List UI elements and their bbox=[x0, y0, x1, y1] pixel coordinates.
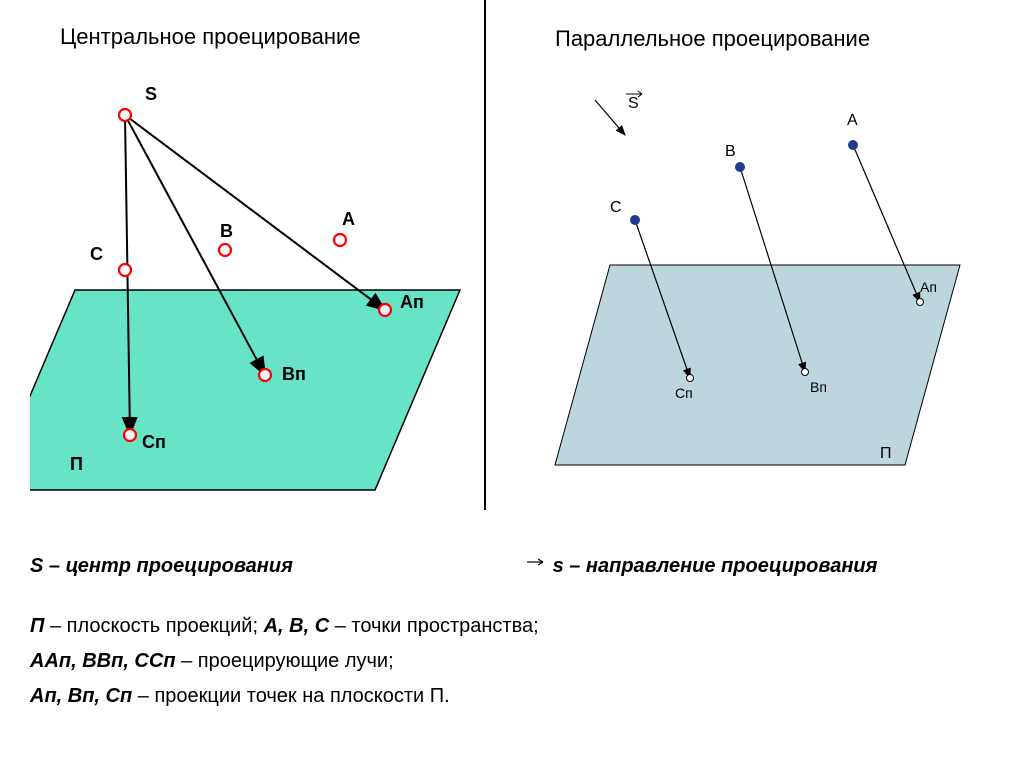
left-title: Центральное проецирование bbox=[60, 24, 361, 50]
right-caption-text: s – направление проецирования bbox=[553, 555, 878, 577]
page-root: Центральное проецирование Параллельное п… bbox=[0, 0, 1024, 768]
right-caption: s – направление проецирования bbox=[525, 555, 877, 578]
svg-text:П: П bbox=[70, 454, 83, 474]
left-panel: П S A B C Ап Вп Сп bbox=[30, 70, 480, 510]
left-caption: S – центр проецирования bbox=[30, 555, 293, 578]
right-title: Параллельное проецирование bbox=[555, 26, 870, 52]
svg-text:C: C bbox=[610, 199, 622, 216]
svg-text:S: S bbox=[628, 95, 639, 112]
svg-text:Вп: Вп bbox=[282, 364, 306, 384]
svg-text:Вп: Вп bbox=[810, 379, 827, 395]
left-diagram: П S A B C Ап Вп Сп bbox=[30, 70, 480, 510]
svg-text:Ап: Ап bbox=[920, 279, 937, 295]
right-panel: П S A B C Ап Вп Сп bbox=[520, 70, 990, 510]
legend-line-1: П – плоскость проекций; А, В, С – точки … bbox=[30, 615, 539, 638]
svg-text:B: B bbox=[725, 143, 736, 160]
svg-text:П: П bbox=[880, 445, 892, 462]
left-caption-symbol: S – центр проецирования bbox=[30, 555, 293, 577]
svg-text:A: A bbox=[847, 112, 858, 129]
svg-text:A: A bbox=[342, 209, 355, 229]
legend-line-3: Ап, Вп, Сп – проекции точек на плоскости… bbox=[30, 685, 450, 708]
svg-text:S: S bbox=[145, 84, 157, 104]
svg-text:Сп: Сп bbox=[142, 432, 166, 452]
svg-text:Сп: Сп bbox=[675, 385, 693, 401]
svg-text:C: C bbox=[90, 244, 103, 264]
s-vector-icon bbox=[525, 556, 547, 574]
legend-line-2: ААп, ВВп, ССп – проецирующие лучи; bbox=[30, 650, 394, 673]
svg-text:Ап: Ап bbox=[400, 292, 424, 312]
right-diagram: П S A B C Ап Вп Сп bbox=[520, 70, 990, 510]
svg-text:B: B bbox=[220, 221, 233, 241]
